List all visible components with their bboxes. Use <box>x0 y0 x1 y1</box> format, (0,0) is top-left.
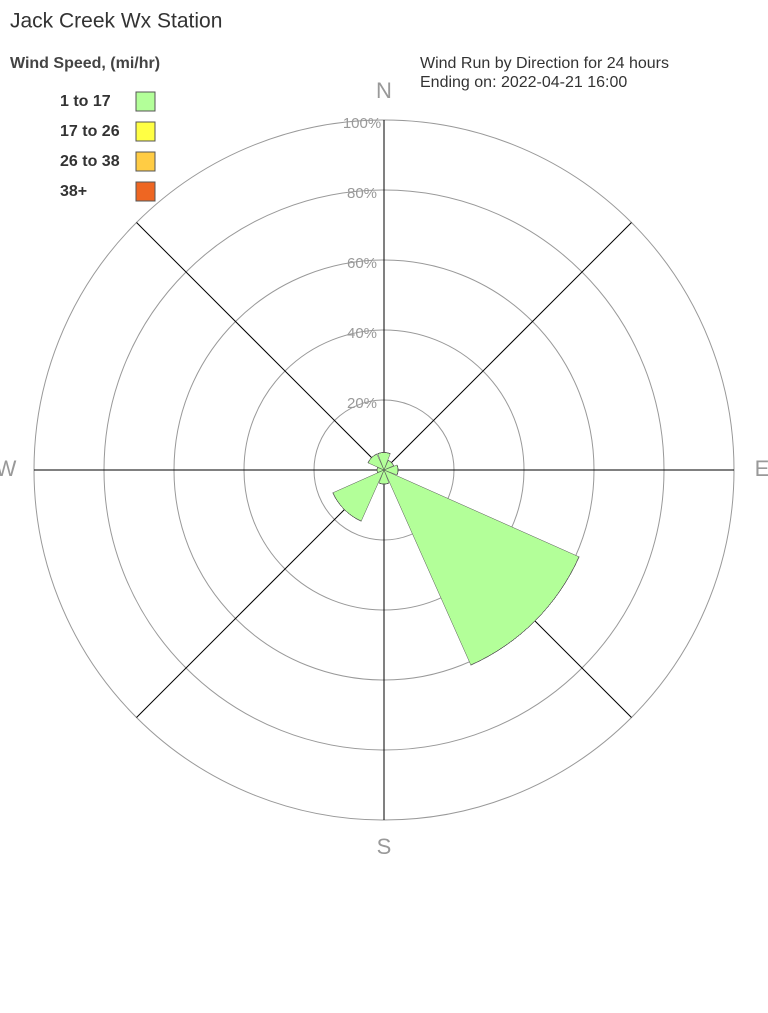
ring-label: 80% <box>347 185 377 202</box>
legend-label: 38+ <box>60 183 87 200</box>
ring-label: 20% <box>347 395 377 412</box>
direction-label: E <box>755 456 768 481</box>
legend-swatch <box>136 92 155 111</box>
legend-label: 1 to 17 <box>60 93 111 110</box>
legend-swatch <box>136 152 155 171</box>
direction-label: N <box>376 78 392 103</box>
legend-swatch <box>136 182 155 201</box>
direction-label: S <box>377 834 392 859</box>
legend-label: 17 to 26 <box>60 123 120 140</box>
legend-label: 26 to 38 <box>60 153 120 170</box>
ring-label: 60% <box>347 255 377 272</box>
chart-title: Jack Creek Wx Station <box>10 10 222 33</box>
ring-label: 100% <box>343 115 381 132</box>
legend-title: Wind Speed, (mi/hr) <box>10 55 160 72</box>
legend-swatch <box>136 122 155 141</box>
subtitle: Wind Run by Direction for 24 hours <box>420 55 669 72</box>
subtitle: Ending on: 2022-04-21 16:00 <box>420 74 627 91</box>
ring-label: 40% <box>347 325 377 342</box>
direction-label: W <box>0 456 17 481</box>
